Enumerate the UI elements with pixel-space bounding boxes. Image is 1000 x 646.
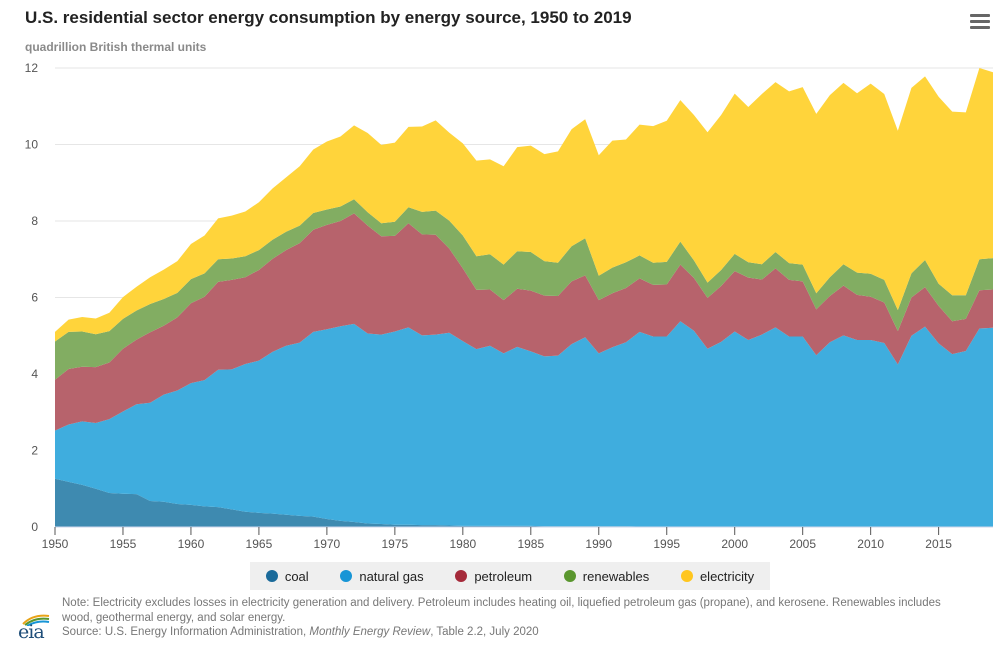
y-tick-label: 0	[31, 520, 38, 534]
footnote: Note: Electricity excludes losses in ele…	[62, 597, 941, 624]
source-publication: Monthly Energy Review	[309, 626, 431, 638]
x-tick-label: 1995	[653, 537, 680, 551]
y-tick-label: 10	[25, 138, 39, 152]
legend-swatch-electricity	[680, 570, 693, 582]
chart-title: U.S. residential sector energy consumpti…	[25, 8, 632, 27]
x-tick-label: 1985	[517, 537, 544, 551]
legend-label: electricity	[699, 568, 755, 584]
source-prefix: Source: U.S. Energy Information Administ…	[62, 626, 310, 638]
hamburger-menu-icon[interactable]	[970, 14, 990, 32]
x-tick-label: 1965	[246, 537, 273, 551]
x-tick-label: 2015	[925, 537, 952, 551]
legend-label: renewables	[582, 568, 650, 584]
x-tick-label: 1955	[110, 537, 137, 551]
legend-item-electricity[interactable]: electricity	[680, 568, 755, 584]
eia-logo-text: eia	[18, 621, 45, 643]
y-tick-label: 12	[25, 61, 39, 75]
x-axis: 1950 1955 1960 1965 1970 1975 1980 1985 1990 1995…	[42, 526, 993, 551]
legend-swatch-renewables	[563, 570, 576, 582]
area-series	[55, 68, 993, 527]
x-tick-label: 1990	[585, 537, 612, 551]
legend-swatch-coal	[265, 570, 278, 582]
x-tick-label: 1980	[449, 537, 476, 551]
y-tick-label: 8	[31, 214, 38, 228]
legend-label: natural gas	[359, 568, 424, 584]
legend-swatch-petroleum	[455, 570, 468, 582]
legend-item-petroleum[interactable]: petroleum	[455, 569, 532, 584]
legend-item-coal[interactable]: coal	[265, 568, 309, 584]
x-tick-label: 2010	[857, 537, 884, 551]
y-tick-label: 2	[31, 444, 38, 458]
source-line: Source: U.S. Energy Information Administ…	[62, 626, 539, 638]
x-tick-label: 1960	[178, 537, 205, 551]
area-petroleum[interactable]	[55, 213, 993, 431]
legend-label: coal	[284, 568, 309, 584]
stacked-area-chart: 1950 1955 1960 1965 1970 1975 1980 1985 1990 1995…	[25, 61, 993, 551]
eia-logo-swoosh-icon	[22, 614, 50, 626]
x-tick-label: 1950	[42, 537, 69, 551]
eia-logo: eia	[18, 612, 54, 643]
x-tick-label: 1975	[382, 537, 409, 551]
legend-item-natural-gas[interactable]: natural gas	[340, 568, 424, 584]
x-tick-label: 1970	[314, 537, 341, 551]
area-electricity[interactable]	[55, 68, 993, 342]
legend-swatch-natural-gas	[340, 570, 353, 582]
legend: coal natural gas petroleum renewables el…	[250, 562, 770, 590]
x-tick-label: 2005	[789, 537, 816, 551]
legend-label: petroleum	[474, 568, 533, 584]
area-renewables[interactable]	[55, 199, 993, 380]
y-axis-unit-label: quadrillion British thermal units	[25, 40, 207, 54]
legend-item-renewables[interactable]: renewables	[563, 568, 650, 584]
y-tick-label: 4	[31, 367, 38, 381]
x-tick-label: 2000	[721, 537, 748, 551]
area-coal[interactable]	[55, 478, 993, 527]
source-suffix: , Table 2.2, July 2020	[430, 626, 539, 638]
y-axis: 0 2 4 6 8 10 12	[25, 61, 39, 534]
y-tick-label: 6	[31, 291, 38, 305]
area-natural-gas[interactable]	[55, 321, 993, 527]
